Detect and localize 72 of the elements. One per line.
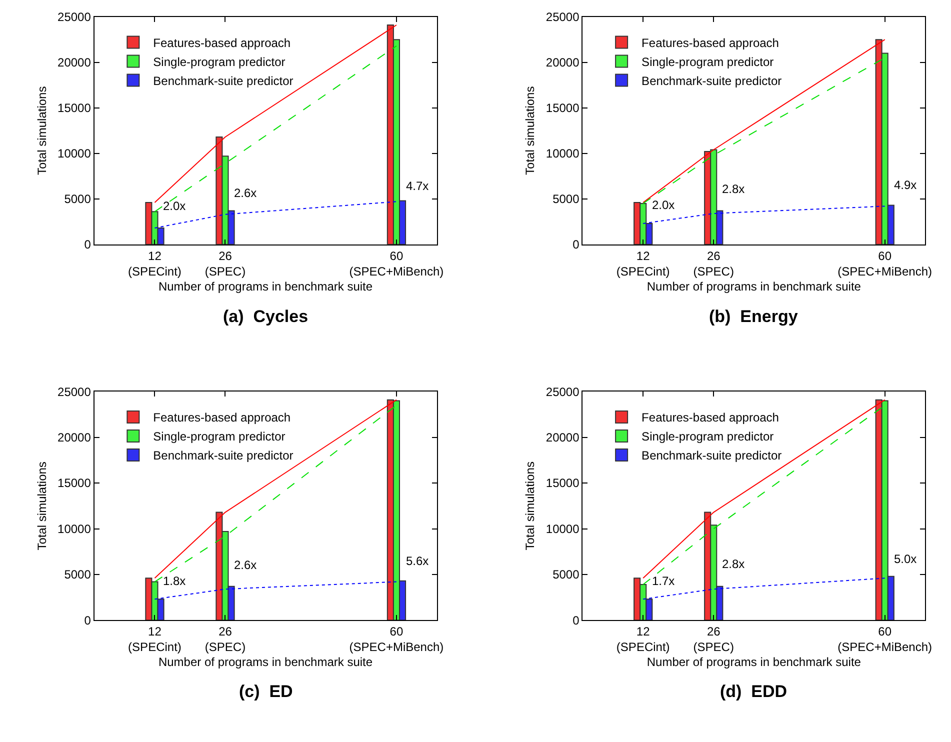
annotation: 1.7x bbox=[652, 574, 675, 588]
x-axis-title: Number of programs in benchmark suite bbox=[158, 655, 373, 670]
x-tick-label: 60 (SPEC+MiBench) bbox=[838, 624, 932, 654]
text: (b) Energy bbox=[709, 307, 798, 326]
y-axis-title: Total simulations bbox=[34, 462, 49, 550]
legend-label: Features-based approach bbox=[153, 410, 291, 425]
annotation: 5.6x bbox=[406, 554, 429, 568]
y-tick-label: 5000 bbox=[64, 192, 92, 206]
x-tick-label: 12 (SPECint) bbox=[128, 624, 182, 654]
y-tick-label: 15000 bbox=[58, 101, 92, 116]
y-axis-title: Total simulations bbox=[523, 462, 538, 550]
x-tick-label: 12 (SPECint) bbox=[616, 248, 670, 278]
legend-label: Benchmark-suite predictor bbox=[642, 74, 782, 88]
y-tick-label: 0 bbox=[84, 613, 92, 628]
legend-label: Benchmark-suite predictor bbox=[642, 448, 782, 463]
text: (a) Cycles bbox=[223, 307, 308, 326]
annotation: 2.8x bbox=[722, 182, 745, 196]
legend-label: Benchmark-suite predictor bbox=[153, 74, 294, 88]
y-tick-label: 0 bbox=[572, 238, 580, 252]
annotation: 2.6x bbox=[234, 186, 257, 200]
text: (c) ED bbox=[239, 682, 293, 701]
legend-label: Features-based approach bbox=[642, 410, 779, 425]
y-tick-label: 15000 bbox=[546, 101, 580, 116]
y-tick-label: 0 bbox=[572, 613, 580, 628]
x-tick-label: 26 (SPEC) bbox=[204, 624, 246, 654]
x-axis-title: Number of programs in benchmark suite bbox=[158, 279, 373, 294]
text: (d) EDD bbox=[720, 682, 788, 701]
x-axis-title: Number of programs in benchmark suite bbox=[646, 279, 862, 294]
x-tick-label: 60 (SPEC+MiBench) bbox=[838, 248, 932, 278]
y-axis-title: Total simulations bbox=[523, 86, 538, 175]
annotation: 2.0x bbox=[652, 198, 675, 212]
legend-label: Single-program predictor bbox=[642, 430, 774, 444]
y-tick-label: 20000 bbox=[58, 56, 92, 70]
annotation: 5.0x bbox=[894, 552, 917, 566]
x-tick-label: 60 (SPEC+MiBench) bbox=[349, 248, 444, 278]
annotation: 2.0x bbox=[163, 199, 186, 213]
legend-label: Benchmark-suite predictor bbox=[153, 448, 294, 463]
y-tick-label: 15000 bbox=[546, 476, 580, 490]
y-tick-label: 20000 bbox=[58, 430, 92, 445]
x-tick-label: 26 (SPEC) bbox=[693, 624, 734, 654]
y-axis-title: Total simulations bbox=[34, 86, 49, 175]
x-tick-label: 26 (SPEC) bbox=[204, 248, 246, 278]
annotation: 4.9x bbox=[894, 178, 917, 192]
x-tick-label: 60 (SPEC+MiBench) bbox=[349, 624, 444, 654]
y-tick-label: 10000 bbox=[546, 522, 580, 536]
annotation: 4.7x bbox=[406, 179, 429, 193]
y-tick-label: 10000 bbox=[546, 146, 580, 161]
annotation: 2.8x bbox=[722, 557, 745, 571]
y-tick-label: 15000 bbox=[58, 476, 92, 490]
y-tick-label: 0 bbox=[84, 238, 92, 252]
annotation: 2.6x bbox=[234, 558, 257, 572]
y-tick-label: 5000 bbox=[552, 568, 580, 582]
x-tick-label: 26 (SPEC) bbox=[693, 248, 734, 278]
y-tick-label: 25000 bbox=[58, 10, 92, 24]
legend-label: Features-based approach bbox=[642, 36, 779, 50]
y-tick-label: 20000 bbox=[546, 430, 580, 445]
y-tick-label: 10000 bbox=[58, 522, 92, 536]
y-tick-label: 25000 bbox=[546, 384, 580, 399]
x-tick-label: 12 (SPECint) bbox=[616, 624, 670, 654]
x-tick-label: 12 (SPECint) bbox=[128, 248, 182, 278]
y-tick-label: 25000 bbox=[58, 384, 92, 399]
y-tick-label: 5000 bbox=[552, 192, 580, 206]
y-tick-label: 20000 bbox=[546, 56, 580, 70]
y-tick-label: 25000 bbox=[546, 10, 580, 24]
legend-label: Single-program predictor bbox=[153, 54, 286, 69]
y-tick-label: 5000 bbox=[64, 568, 92, 582]
legend-label: Single-program predictor bbox=[642, 54, 774, 69]
annotation: 1.8x bbox=[163, 574, 186, 588]
y-tick-label: 10000 bbox=[58, 146, 92, 161]
legend-label: Single-program predictor bbox=[153, 430, 286, 444]
x-axis-title: Number of programs in benchmark suite bbox=[646, 655, 862, 670]
legend-label: Features-based approach bbox=[153, 36, 291, 50]
